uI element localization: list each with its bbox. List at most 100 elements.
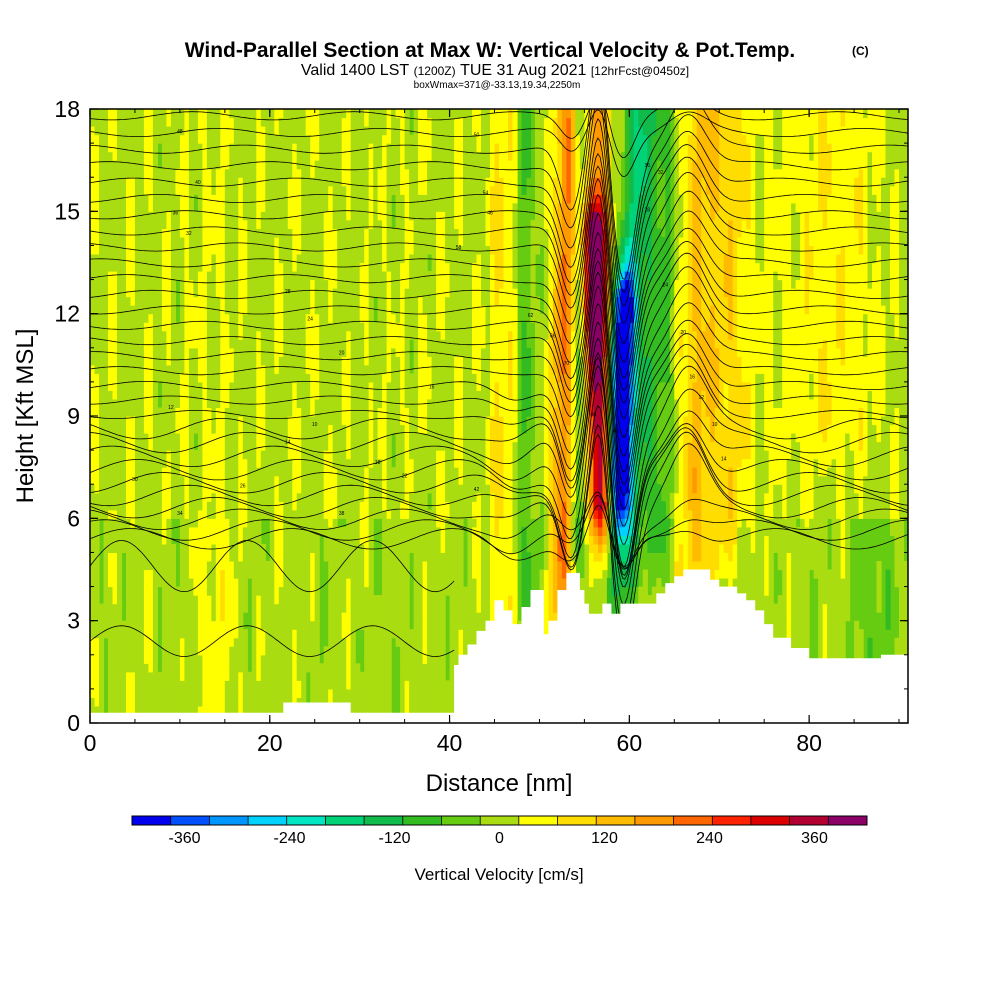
velocity-cell	[382, 313, 388, 323]
velocity-cell	[188, 373, 194, 383]
velocity-cell	[94, 416, 100, 426]
velocity-cell	[332, 671, 338, 681]
velocity-cell	[166, 416, 172, 426]
velocity-cell	[215, 654, 221, 664]
velocity-cell	[256, 637, 262, 647]
velocity-cell	[148, 688, 154, 698]
velocity-cell	[296, 416, 302, 426]
velocity-cell	[242, 202, 248, 212]
velocity-cell	[90, 211, 96, 221]
velocity-cell	[188, 168, 194, 178]
velocity-cell	[121, 501, 127, 511]
velocity-cell	[400, 109, 406, 119]
velocity-cell	[90, 143, 96, 153]
velocity-cell	[400, 254, 406, 264]
velocity-cell	[247, 254, 253, 264]
velocity-cell	[94, 364, 100, 374]
velocity-cell	[355, 433, 361, 443]
velocity-cell	[391, 603, 397, 613]
velocity-cell	[341, 398, 347, 408]
velocity-cell	[337, 356, 343, 366]
velocity-cell	[224, 441, 230, 451]
velocity-cell	[247, 467, 253, 477]
velocity-cell	[359, 450, 365, 460]
velocity-cell	[319, 211, 325, 221]
velocity-cell	[202, 612, 208, 622]
velocity-cell	[395, 305, 401, 315]
velocity-cell	[117, 450, 123, 460]
velocity-cell	[188, 151, 194, 161]
velocity-cell	[373, 373, 379, 383]
velocity-cell	[247, 347, 253, 357]
velocity-cell	[287, 381, 293, 391]
velocity-cell	[206, 236, 212, 246]
velocity-cell	[283, 151, 289, 161]
copyright-mark: (C)	[852, 44, 869, 58]
velocity-cell	[121, 629, 127, 639]
velocity-cell	[126, 219, 132, 229]
velocity-cell	[386, 680, 392, 690]
velocity-cell	[355, 424, 361, 434]
velocity-cell	[157, 697, 163, 707]
velocity-cell	[211, 339, 217, 349]
velocity-cell	[99, 151, 105, 161]
velocity-cell	[184, 296, 190, 306]
velocity-cell	[319, 219, 325, 229]
velocity-cell	[238, 475, 244, 485]
velocity-cell	[260, 109, 266, 119]
velocity-cell	[99, 501, 105, 511]
velocity-cell	[143, 134, 149, 144]
velocity-cell	[292, 441, 298, 451]
velocity-cell	[170, 416, 176, 426]
velocity-cell	[319, 322, 325, 332]
velocity-cell	[148, 458, 154, 468]
velocity-cell	[161, 433, 167, 443]
velocity-cell	[202, 578, 208, 588]
velocity-cell	[112, 484, 118, 494]
velocity-cell	[108, 407, 114, 417]
velocity-cell	[247, 313, 253, 323]
velocity-cell	[242, 347, 248, 357]
velocity-cell	[323, 433, 329, 443]
velocity-cell	[206, 637, 212, 647]
velocity-cell	[108, 416, 114, 426]
velocity-cell	[121, 620, 127, 630]
velocity-cell	[202, 671, 208, 681]
velocity-cell	[90, 663, 96, 673]
velocity-cell	[184, 663, 190, 673]
velocity-cell	[99, 177, 105, 187]
velocity-cell	[170, 109, 176, 119]
velocity-cell	[139, 612, 145, 622]
velocity-cell	[229, 313, 235, 323]
velocity-cell	[337, 603, 343, 613]
velocity-cell	[296, 109, 302, 119]
velocity-cell	[314, 279, 320, 289]
velocity-cell	[251, 475, 257, 485]
velocity-cell	[242, 245, 248, 255]
velocity-cell	[193, 458, 199, 468]
velocity-cell	[409, 262, 415, 272]
velocity-cell	[404, 671, 410, 681]
velocity-cell	[108, 254, 114, 264]
velocity-cell	[337, 271, 343, 281]
velocity-cell	[305, 612, 311, 622]
velocity-cell	[117, 424, 123, 434]
velocity-cell	[161, 492, 167, 502]
velocity-cell	[148, 211, 154, 221]
velocity-cell	[139, 219, 145, 229]
velocity-cell	[224, 168, 230, 178]
velocity-cell	[400, 364, 406, 374]
velocity-cell	[337, 381, 343, 391]
velocity-cell	[215, 458, 221, 468]
velocity-cell	[359, 296, 365, 306]
velocity-cell	[157, 305, 163, 315]
velocity-cell	[233, 279, 239, 289]
velocity-cell	[373, 612, 379, 622]
velocity-cell	[130, 646, 136, 656]
velocity-cell	[265, 654, 271, 664]
velocity-cell	[355, 501, 361, 511]
velocity-cell	[139, 526, 145, 536]
velocity-cell	[202, 475, 208, 485]
velocity-cell	[355, 245, 361, 255]
velocity-cell	[215, 322, 221, 332]
